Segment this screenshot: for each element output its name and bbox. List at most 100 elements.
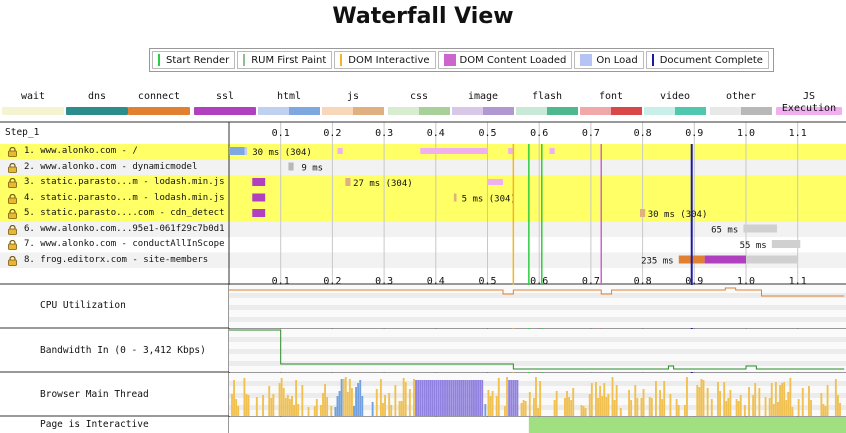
type-swatch	[710, 107, 772, 115]
main-thread-bar	[607, 394, 610, 416]
axis-tick-label: 0.8	[634, 276, 652, 287]
main-thread-bar	[326, 397, 329, 416]
axis-tick-label: 0.7	[582, 128, 600, 139]
main-thread-bar	[423, 380, 426, 416]
main-thread-bar	[642, 389, 645, 416]
type-legend-html: html	[258, 91, 320, 115]
main-thread-bar	[789, 378, 792, 416]
request-row[interactable]: 7. www.alonko.com - conductAllInScope	[0, 237, 846, 252]
main-thread-bar	[524, 401, 527, 416]
main-thread-bar	[408, 389, 411, 416]
request-row[interactable]: 3. static.parasto...m - lodash.min.js	[0, 175, 846, 190]
axis-tick-label: 0.3	[375, 276, 393, 287]
main-thread-bar	[334, 407, 337, 416]
main-thread-bar	[779, 385, 781, 416]
main-thread-bar	[808, 386, 810, 416]
page-interactive-label: Page is Interactive	[40, 419, 149, 430]
main-thread-bar	[348, 379, 351, 416]
main-thread-bar	[677, 405, 680, 416]
main-thread-bar	[820, 393, 823, 416]
main-thread-bar	[723, 382, 726, 416]
main-thread-bar	[768, 398, 771, 416]
main-thread-bar	[421, 380, 424, 416]
request-url: 1. www.alonko.com - /	[24, 146, 138, 156]
main-thread-bar	[834, 379, 837, 416]
main-thread-bar	[231, 394, 233, 416]
main-thread-bar	[450, 380, 453, 416]
main-thread-bar	[313, 406, 316, 416]
main-thread-bar	[735, 399, 738, 416]
type-swatch	[2, 107, 64, 115]
bandwidth-label: Bandwidth In (0 - 3,412 Kbps)	[40, 345, 206, 356]
type-label: js	[346, 91, 360, 102]
request-row-bg	[0, 221, 846, 237]
interactive-bar	[528, 417, 846, 433]
main-thread-bar	[247, 395, 250, 416]
js-execution-bar	[549, 148, 555, 154]
main-thread-bar	[826, 385, 829, 416]
main-thread-bar	[675, 399, 678, 416]
main-thread-bar	[770, 383, 773, 416]
main-thread-bar	[456, 380, 459, 416]
main-thread-bar	[384, 395, 386, 416]
main-thread-bar	[464, 380, 467, 416]
main-thread-bar	[748, 387, 750, 416]
request-row[interactable]: 5. static.parasto....com - cdn_detect	[0, 206, 846, 221]
request-row-bg	[0, 206, 846, 222]
main-thread-bar	[700, 379, 703, 416]
type-label: flash	[531, 91, 563, 102]
request-row[interactable]: 1. www.alonko.com - /	[0, 144, 846, 159]
main-thread-bar	[783, 382, 786, 416]
cpu-utilization-label: CPU Utilization	[40, 300, 126, 311]
main-thread-bar	[752, 395, 755, 416]
bandwidth-stripe	[229, 349, 846, 354]
main-thread-bar	[764, 397, 767, 416]
legend-swatch	[651, 54, 656, 66]
lock-icon	[8, 177, 17, 188]
type-swatch	[322, 107, 384, 115]
request-bar	[229, 147, 245, 155]
legend-label: Document Complete	[659, 54, 763, 66]
request-row[interactable]: 6. www.alonko.com...95e1-061f29c7b0d1	[0, 222, 846, 237]
main-thread-bar	[355, 387, 358, 416]
request-row[interactable]: 4. static.parasto...m - lodash.min.js	[0, 191, 846, 206]
request-bar	[743, 224, 778, 233]
main-thread-bar	[663, 381, 666, 416]
axis-tick-label: 0.6	[530, 128, 548, 139]
main-thread-bar	[454, 380, 457, 416]
axis-tick-label: 0.2	[323, 276, 341, 287]
request-row[interactable]: 2. www.alonko.com - dynamicmodel	[0, 160, 846, 175]
main-thread-bar	[504, 406, 506, 416]
main-thread-bar	[613, 400, 616, 416]
main-thread-bar	[400, 401, 403, 416]
legend-item-document-complete: Document Complete	[645, 51, 769, 69]
request-timing: 235 ms	[641, 257, 674, 267]
type-swatch	[452, 107, 514, 115]
type-swatch	[580, 107, 642, 115]
main-thread-bar	[572, 388, 575, 416]
main-thread-bar	[484, 404, 487, 416]
axis-tick-label: 0.4	[427, 276, 445, 287]
main-thread-bar	[295, 380, 298, 416]
main-thread-bar	[439, 380, 442, 416]
main-thread-bar	[739, 395, 742, 416]
main-thread-bar	[272, 394, 275, 416]
main-thread-bar	[270, 398, 273, 416]
type-legend-js-execution: JS Execution	[776, 91, 842, 115]
main-thread-bar	[452, 380, 455, 416]
main-thread-bar	[319, 405, 322, 416]
legend-swatch	[158, 54, 162, 66]
main-thread-label: Browser Main Thread	[40, 389, 149, 400]
request-row[interactable]: 8. frog.editorx.com - site-members	[0, 253, 846, 268]
main-thread-bar	[297, 404, 300, 416]
lock-icon	[8, 255, 17, 266]
main-thread-bar	[785, 400, 788, 416]
main-thread-bar	[417, 380, 420, 416]
main-thread-bar	[301, 385, 304, 416]
request-url: 5. static.parasto....com - cdn_detect	[24, 208, 225, 218]
main-thread-bar	[839, 403, 841, 416]
main-thread-bar	[520, 403, 523, 416]
main-thread-bar	[537, 408, 539, 416]
main-thread-bar	[394, 385, 397, 416]
type-legend-ssl: ssl	[194, 91, 256, 115]
